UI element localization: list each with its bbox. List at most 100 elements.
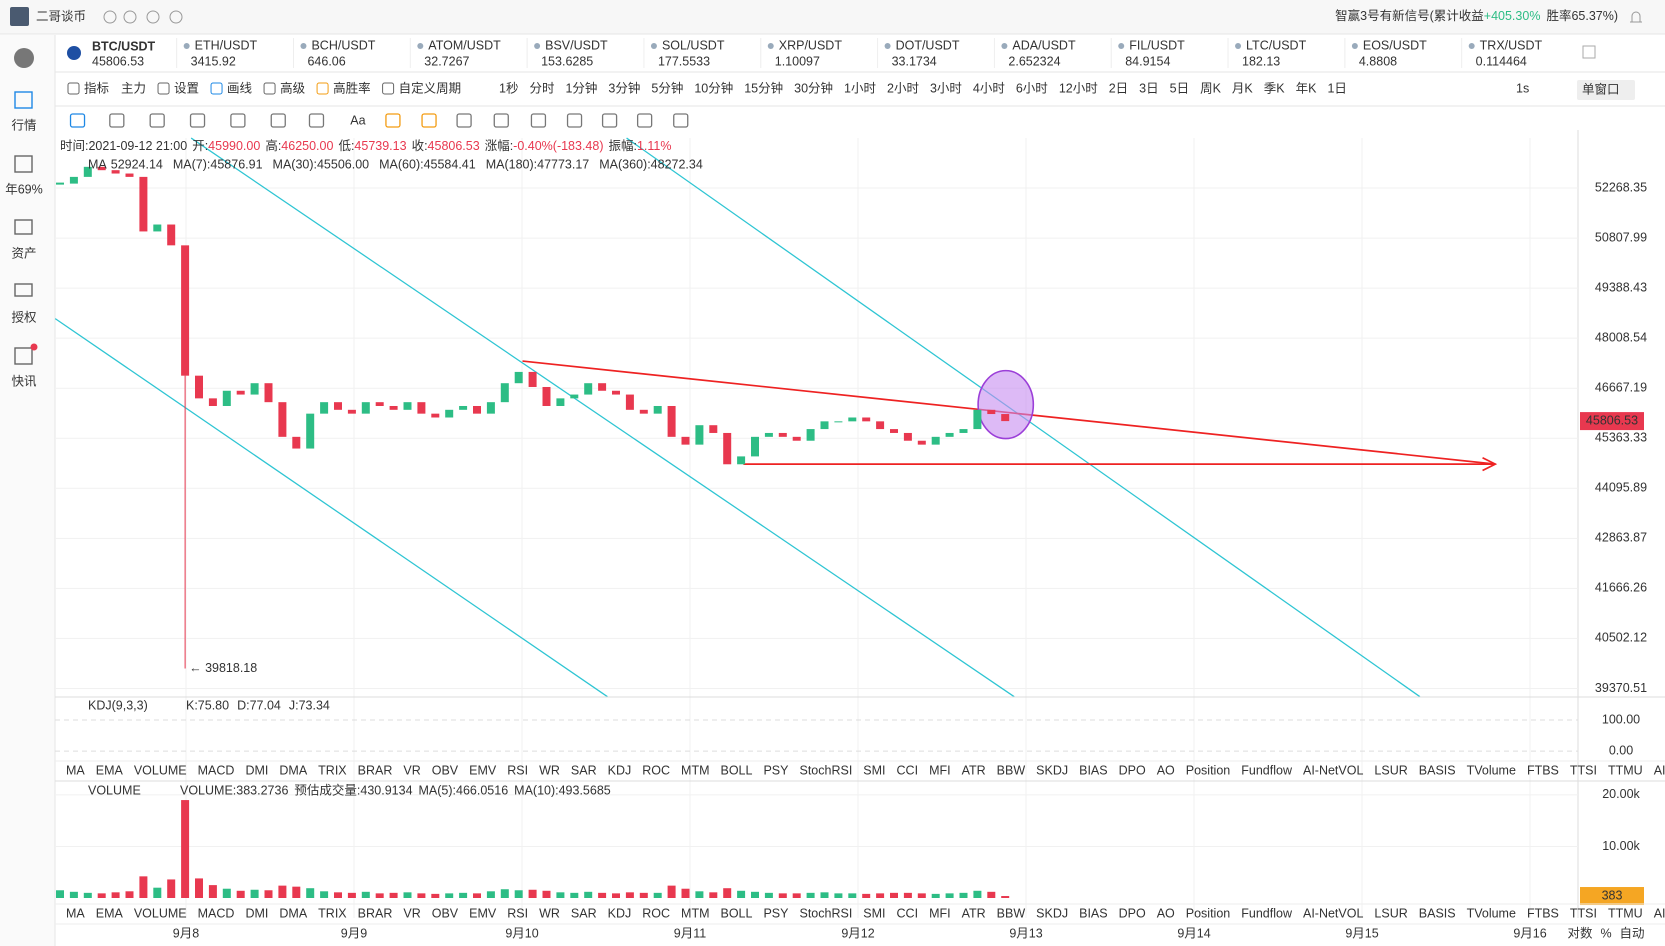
indicator-tab[interactable]: SMI (863, 906, 885, 920)
period[interactable]: 5日 (1170, 81, 1189, 95)
window-button[interactable] (1577, 80, 1635, 100)
period[interactable]: 周K (1200, 81, 1222, 95)
indicator-tab[interactable]: Fundflow (1241, 906, 1293, 920)
period[interactable]: 年K (1296, 81, 1318, 95)
sidebar-label[interactable]: 授权 (11, 309, 37, 324)
period[interactable]: 10分钟 (694, 80, 733, 95)
indicator-tab[interactable]: KDJ (608, 906, 632, 920)
ticker-symbol[interactable]: ETH/USDT (195, 38, 258, 52)
indicator-tab[interactable]: KDJ (608, 763, 632, 777)
indicator-tab[interactable]: BASIS (1419, 906, 1456, 920)
indicator-tab[interactable]: BIAS (1079, 763, 1108, 777)
indicator-tab[interactable]: VR (403, 763, 420, 777)
indicator-tab[interactable]: VR (403, 906, 420, 920)
draw-tool[interactable] (566, 113, 583, 128)
indicator-tab[interactable]: SKDJ (1036, 906, 1068, 920)
ticker-symbol[interactable]: BCH/USDT (311, 38, 375, 52)
sidebar-label[interactable]: 年69% (5, 182, 43, 196)
period[interactable]: 3小时 (930, 81, 962, 95)
ticker-symbol[interactable]: LTC/USDT (1246, 38, 1307, 52)
refresh[interactable]: 1s (1516, 81, 1529, 95)
indicator-tab[interactable]: MTM (681, 906, 709, 920)
indicator-tab[interactable]: RSI (507, 906, 528, 920)
indicator-tab[interactable]: SKDJ (1036, 763, 1068, 777)
ticker-symbol[interactable]: BSV/USDT (545, 38, 608, 52)
period[interactable]: 3分钟 (608, 80, 640, 95)
indicator-tab[interactable]: MACD (198, 906, 235, 920)
draw-tool[interactable] (109, 113, 125, 128)
ticker-symbol[interactable]: ADA/USDT (1012, 38, 1076, 52)
indicator-tab[interactable]: Position (1186, 763, 1231, 777)
indicator-tab[interactable]: BRAR (358, 763, 393, 777)
indicator-tab[interactable]: MFI (929, 906, 951, 920)
indicator-tab[interactable]: ROC (642, 763, 670, 777)
indicator-tab[interactable]: TRIX (318, 906, 347, 920)
indicator-tab[interactable]: BRAR (358, 906, 393, 920)
toolbar-item[interactable]: 高胜率 (333, 80, 371, 95)
indicator-tab[interactable]: AI-NetVOL (1303, 763, 1363, 777)
draw-tool[interactable] (673, 113, 689, 128)
indicator-tab[interactable]: DPO (1119, 906, 1146, 920)
indicator-tab[interactable]: AO (1157, 763, 1175, 777)
period[interactable]: 2小时 (887, 81, 919, 95)
toolbar-item[interactable]: 主力 (121, 81, 146, 95)
avatar[interactable] (10, 7, 29, 26)
draw-tool[interactable] (636, 113, 653, 128)
indicator-tab[interactable]: MACD (198, 763, 235, 777)
indicator-tab[interactable]: StochRSI (799, 763, 852, 777)
scale-toggle[interactable]: % (1600, 926, 1611, 940)
indicator-tab[interactable]: WR (539, 763, 560, 777)
period[interactable]: 分时 (529, 81, 555, 95)
sidebar-label[interactable]: 行情 (11, 118, 36, 132)
indicator-tab[interactable]: MA (66, 906, 85, 920)
draw-tool[interactable] (189, 113, 206, 128)
period[interactable]: 30分钟 (794, 80, 833, 95)
ticker-symbol[interactable]: XRP/USDT (779, 38, 843, 52)
indicator-tab[interactable]: PSY (763, 906, 789, 920)
draw-tool[interactable] (385, 113, 401, 128)
toolbar-item[interactable]: 指标 (84, 80, 109, 95)
ticker-symbol[interactable]: EOS/USDT (1363, 38, 1427, 52)
indicator-tab[interactable]: FTBS (1527, 906, 1559, 920)
indicator-tab[interactable]: DMA (279, 906, 307, 920)
ticker-symbol[interactable]: TRX/USDT (1480, 38, 1543, 52)
indicator-tab[interactable]: BOLL (721, 763, 753, 777)
draw-tool[interactable] (601, 113, 618, 128)
indicator-tab[interactable]: BASIS (1419, 763, 1456, 777)
indicator-tab[interactable]: StochRSI (799, 906, 852, 920)
indicator-tab[interactable]: EMA (96, 763, 124, 777)
indicator-tab[interactable]: OBV (432, 906, 459, 920)
indicator-tab[interactable]: BBW (997, 763, 1026, 777)
indicator-tab[interactable]: TTSI (1570, 763, 1597, 777)
draw-tool[interactable] (530, 113, 547, 128)
indicator-tab[interactable]: DMI (245, 763, 268, 777)
draw-tool[interactable] (149, 113, 165, 128)
indicator-tab[interactable]: TTSI (1570, 906, 1597, 920)
indicator-tab[interactable]: FTBS (1527, 763, 1559, 777)
indicator-tab[interactable]: TTMU (1608, 906, 1643, 920)
indicator-tab[interactable]: Fundflow (1241, 763, 1293, 777)
sidebar-label[interactable]: 快讯 (11, 374, 37, 388)
indicator-tab[interactable]: TVolume (1467, 906, 1516, 920)
indicator-tab[interactable]: CCI (897, 763, 919, 777)
indicator-tab[interactable]: AO (1157, 906, 1175, 920)
indicator-tab[interactable]: WR (539, 906, 560, 920)
indicator-tab[interactable]: DPO (1119, 763, 1146, 777)
indicator-tab[interactable]: MFI (929, 763, 951, 777)
period[interactable]: 15分钟 (744, 80, 783, 95)
period[interactable]: 1日 (1327, 81, 1346, 95)
indicator-tab[interactable]: ATR (962, 906, 986, 920)
period[interactable]: 6小时 (1016, 81, 1048, 95)
indicator-tab[interactable]: BOLL (721, 906, 753, 920)
window-mode[interactable]: 单窗口 (1582, 82, 1620, 96)
period[interactable]: 12小时 (1059, 81, 1098, 95)
ticker-symbol[interactable]: DOT/USDT (896, 38, 960, 52)
indicator-tab[interactable]: SAR (571, 763, 597, 777)
period[interactable]: 季K (1264, 81, 1286, 95)
period[interactable]: 1小时 (844, 81, 876, 95)
draw-tool[interactable] (421, 113, 437, 128)
indicator-tab[interactable]: MA (66, 763, 85, 777)
indicator-tab[interactable]: DMI (245, 906, 268, 920)
period[interactable]: 2日 (1109, 81, 1128, 95)
sidebar-label[interactable]: 资产 (11, 246, 36, 260)
